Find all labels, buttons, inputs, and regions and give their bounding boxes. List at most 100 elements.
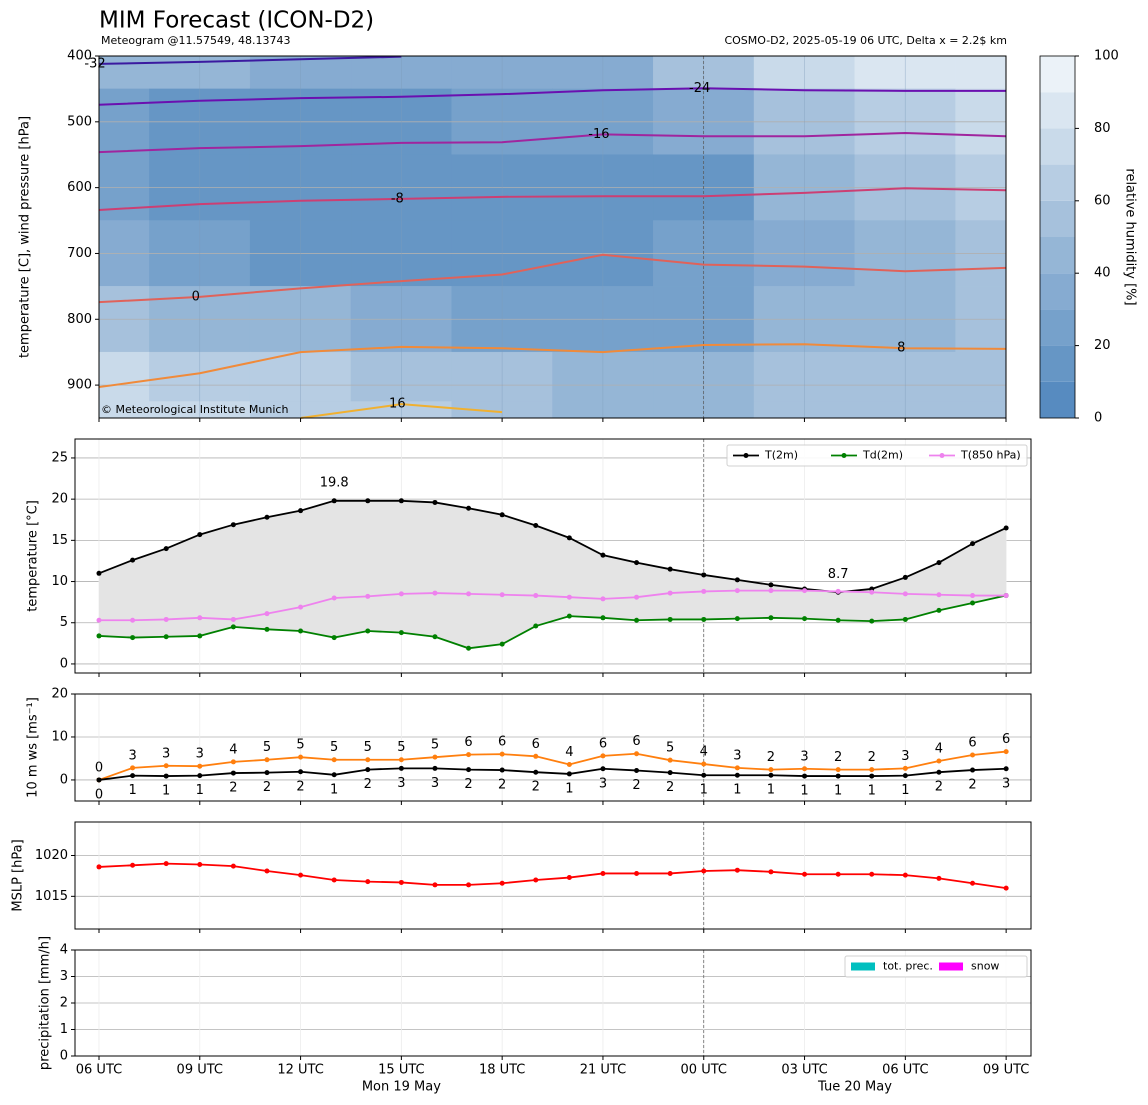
legend-label: tot. prec. [883,960,933,973]
point [96,777,102,783]
isotherm [98,55,402,65]
isotherm [98,253,1007,304]
point [365,498,371,504]
point [432,765,438,771]
value-label: 0 [95,787,103,802]
plot-frame [74,821,1032,930]
x-tick-label: 18 UTC [479,1063,525,1078]
point [365,767,371,773]
point [398,757,404,763]
x-tick-label: 21 UTC [580,1063,626,1078]
point [398,591,404,597]
value-label: 3 [901,749,909,764]
point [432,754,438,760]
point [432,634,438,640]
value-label: 2 [532,780,540,795]
point [466,882,472,888]
point [701,868,707,874]
value-label: 2 [464,777,472,792]
point [970,541,976,547]
legend-label: snow [971,960,999,973]
point [936,758,942,764]
colorbar-tick-label: 0 [1094,411,1102,426]
point [130,765,136,771]
colorbar-band [1040,92,1075,129]
point [331,635,337,641]
value-label: 2 [229,781,237,796]
point [533,593,539,599]
point [365,757,371,763]
point [1003,525,1009,531]
series-line [98,594,1007,650]
point [130,557,136,563]
x-tick-label: 12 UTC [277,1063,323,1078]
point [1003,766,1009,772]
isotherm-label: 8 [897,341,905,356]
colorbar-band [1040,56,1075,93]
value-label: 6 [464,735,472,750]
point [667,870,673,876]
y-tick-label: 10 [51,574,68,589]
y-tick-label: 700 [67,246,92,261]
point [970,752,976,758]
point [264,514,270,520]
value-label: 3 [196,747,204,762]
point [466,767,472,773]
temperature-spread [98,500,1007,649]
point [970,600,976,606]
x-tick-label: 06 UTC [882,1063,928,1078]
legend-marker [743,453,749,458]
point [667,616,673,622]
humidity-cell [98,55,150,90]
point [365,879,371,885]
point [466,505,472,511]
point [398,498,404,504]
point [600,552,606,558]
point [634,594,640,600]
isotherm-label: -24 [689,81,710,96]
isotherm-label: -16 [588,127,609,142]
y-axis-label: 10 m ws [ms⁻¹] [26,697,41,798]
point [902,765,908,771]
series-line [98,862,1007,890]
point [768,615,774,621]
point [264,770,270,776]
point [835,871,841,877]
value-label: 1 [834,784,842,799]
point [667,590,673,596]
colorbar-band [1040,381,1075,418]
point [701,772,707,778]
colorbar-tick-label: 100 [1094,49,1119,64]
value-label: 3 [431,776,439,791]
point [264,757,270,763]
point [970,767,976,773]
humidity-cell [955,351,1007,402]
point [163,763,169,769]
value-label: 1 [128,783,136,798]
point [936,769,942,775]
colorbar-band [1040,273,1075,310]
point [432,882,438,888]
colorbar-band [1040,200,1075,237]
point [466,645,472,651]
point [230,759,236,765]
point [970,593,976,599]
point [566,594,572,600]
value-label: 2 [834,750,842,765]
value-label: 2 [364,777,372,792]
point [1003,749,1009,755]
point [298,604,304,610]
point [734,577,740,583]
colorbar-band [1040,164,1075,201]
point [734,772,740,778]
point [230,770,236,776]
y-tick-label: 10 [51,729,68,744]
point [499,767,505,773]
value-label: 2 [767,750,775,765]
point [163,546,169,552]
value-label: 2 [666,780,674,795]
point [701,761,707,767]
point [869,773,875,779]
point [365,593,371,599]
point [734,765,740,771]
